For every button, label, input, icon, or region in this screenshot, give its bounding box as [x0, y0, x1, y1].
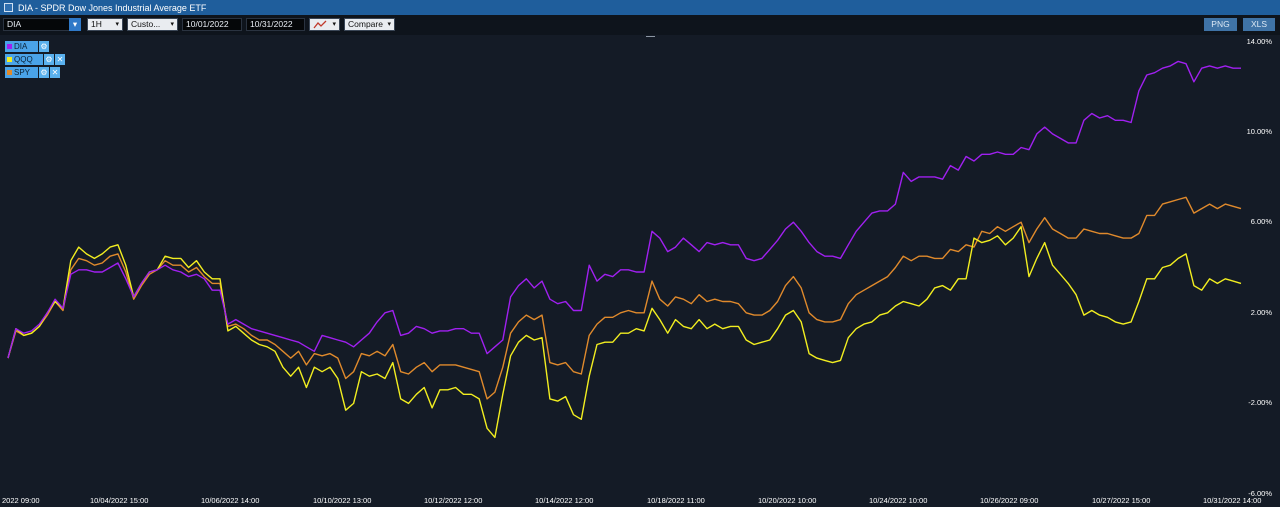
compare-label: Compare [348, 19, 383, 29]
series-swatch [7, 44, 12, 49]
gear-icon[interactable]: ⚙ [44, 54, 54, 65]
interval-select[interactable]: 1H ▾ [87, 18, 123, 31]
window-title: DIA - SPDR Dow Jones Industrial Average … [18, 2, 207, 13]
range-value: Custo... [131, 19, 161, 29]
chevron-down-icon: ▾ [332, 21, 336, 28]
x-tick-label: 2022 09:00 [2, 496, 40, 505]
line-chart-icon [313, 20, 327, 29]
x-tick-label: 10/12/2022 12:00 [424, 496, 483, 505]
legend-item-spy: SPY ⚙ ✕ [5, 67, 60, 78]
x-tick-label: 10/26/2022 09:00 [980, 496, 1039, 505]
series-swatch [7, 70, 12, 75]
x-tick-label: 10/24/2022 10:00 [869, 496, 928, 505]
chevron-down-icon: ▾ [115, 21, 119, 28]
export-png-button[interactable]: PNG [1204, 18, 1237, 31]
y-tick-label: -6.00% [1248, 489, 1272, 498]
end-date-input[interactable]: 10/31/2022 [246, 18, 305, 31]
start-date-input[interactable]: 10/01/2022 [182, 18, 242, 31]
close-icon[interactable]: ✕ [55, 54, 65, 65]
legend-text: DIA [14, 42, 28, 51]
series-line-qqq [7, 225, 1242, 439]
legend-item-qqq: QQQ ⚙ ✕ [5, 54, 65, 65]
close-icon[interactable]: ✕ [50, 67, 60, 78]
gear-icon[interactable]: ⚙ [39, 41, 49, 52]
x-tick-label: 10/04/2022 15:00 [90, 496, 149, 505]
y-tick-label: 2.00% [1250, 308, 1272, 317]
toolbar: DIA ▾ 1H ▾ Custo... ▾ 10/01/2022 10/31/202… [0, 15, 1280, 35]
line-chart[interactable] [0, 36, 1280, 496]
interval-value: 1H [91, 19, 102, 29]
chevron-down-icon: ▾ [72, 19, 78, 29]
y-tick-label: 6.00% [1250, 217, 1272, 226]
x-tick-label: 10/27/2022 15:00 [1092, 496, 1151, 505]
range-select[interactable]: Custo... ▾ [127, 18, 178, 31]
series-line-spy [7, 196, 1242, 400]
x-tick-label: 10/06/2022 14:00 [201, 496, 260, 505]
x-tick-label: 10/18/2022 11:00 [647, 496, 705, 505]
legend-label[interactable]: QQQ [5, 54, 43, 65]
chevron-down-icon: ▾ [170, 21, 174, 28]
gear-icon[interactable]: ⚙ [39, 67, 49, 78]
series-line-dia [7, 60, 1241, 359]
legend-text: SPY [14, 68, 31, 77]
legend-label[interactable]: SPY [5, 67, 38, 78]
y-tick-label: 10.00% [1246, 127, 1272, 136]
series-swatch [7, 57, 12, 62]
chevron-down-icon: ▾ [387, 21, 391, 28]
x-tick-label: 10/10/2022 13:00 [313, 496, 372, 505]
x-tick-label: 10/20/2022 10:00 [758, 496, 817, 505]
legend-label[interactable]: DIA [5, 41, 38, 52]
legend-text: QQQ [14, 55, 33, 64]
app-icon [4, 3, 13, 12]
export-xls-button[interactable]: XLS [1243, 18, 1275, 31]
x-tick-label: 10/31/2022 14:00 [1203, 496, 1262, 505]
window-titlebar: DIA - SPDR Dow Jones Industrial Average … [0, 0, 1280, 15]
chart-style-select[interactable]: ▾ [309, 18, 340, 31]
x-tick-label: 10/14/2022 12:00 [535, 496, 594, 505]
collapse-handle[interactable] [646, 34, 655, 37]
y-tick-label: 14.00% [1246, 37, 1272, 46]
legend-item-dia: DIA ⚙ [5, 41, 49, 52]
compare-select[interactable]: Compare ▾ [344, 18, 395, 31]
y-tick-label: -2.00% [1248, 398, 1272, 407]
symbol-dropdown-button[interactable]: ▾ [69, 18, 81, 31]
